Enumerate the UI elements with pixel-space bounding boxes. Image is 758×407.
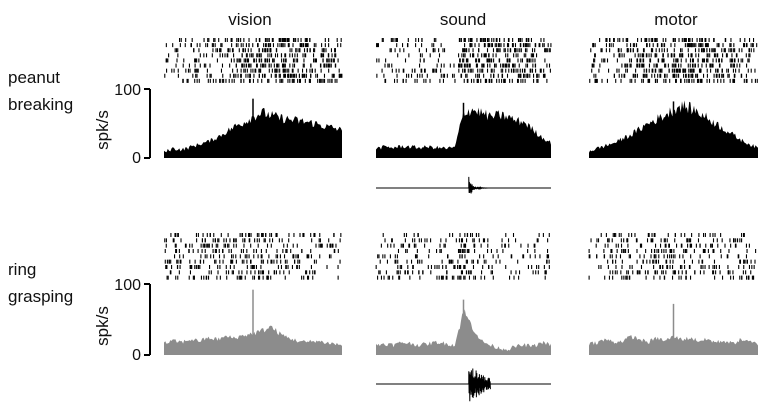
- raster-1-1: [375, 233, 550, 280]
- row-label-ring-line2: grasping: [8, 287, 73, 306]
- raster-plots: [164, 38, 758, 280]
- y-tick-label-0-peanut: 0: [132, 150, 141, 167]
- y-axis-label-peanut: spk/s: [93, 110, 112, 150]
- raster-0-2: [589, 38, 758, 83]
- y-tick-label-0-ring: 0: [132, 347, 141, 364]
- y-tick-label-100-peanut: 100: [114, 82, 141, 99]
- sound-trace-1: [376, 368, 551, 402]
- row-label-peanut-line1: peanut: [8, 68, 60, 87]
- y-axis-label-ring: spk/s: [93, 306, 112, 346]
- raster-1-0: [164, 233, 342, 280]
- raster-0-0: [164, 38, 343, 83]
- row-label-ring-line1: ring: [8, 260, 36, 279]
- y-tick-label-100-ring: 100: [114, 277, 141, 294]
- column-title-vision: vision: [228, 10, 271, 29]
- spike-histograms: [164, 98, 758, 355]
- raster-1-2: [588, 233, 757, 280]
- trace-waveform: [468, 176, 549, 194]
- trace-waveform: [468, 368, 491, 402]
- row-label-peanut-line2: breaking: [8, 95, 73, 114]
- sound-trace-0: [376, 176, 551, 194]
- sound-waveforms: [376, 176, 551, 402]
- column-title-motor: motor: [654, 10, 698, 29]
- raster-0-1: [376, 38, 552, 83]
- column-title-sound: sound: [440, 10, 486, 29]
